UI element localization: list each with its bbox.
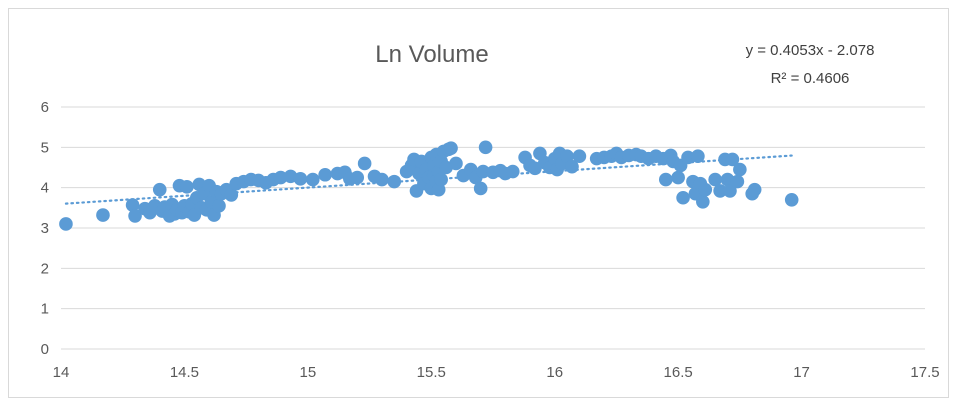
data-point	[128, 209, 142, 223]
data-point	[449, 156, 463, 171]
data-point	[565, 159, 579, 174]
data-point	[698, 182, 713, 197]
y-tick-label: 1	[41, 301, 49, 318]
data-point	[444, 141, 458, 155]
data-point	[733, 162, 747, 177]
data-point	[659, 172, 673, 187]
chart-area: 0 1 2 3 4 5 6 14 14.5 15 15.5 16 16.5 17 17.5 Ln Volum…	[8, 8, 949, 398]
data-point	[713, 184, 727, 198]
y-tick-label: 5	[41, 139, 49, 156]
data-point	[387, 174, 402, 189]
data-point	[305, 172, 320, 187]
x-tick-label: 14	[53, 364, 70, 381]
data-point	[357, 156, 372, 171]
data-point	[212, 199, 226, 213]
chart-title: Ln Volume	[375, 41, 488, 68]
scatter-chart: 0 1 2 3 4 5 6 14 14.5 15 15.5 16 16.5 17 17.5 Ln Volum…	[41, 41, 940, 381]
x-tick-label: 14.5	[170, 364, 199, 381]
trendline-r-squared: R² = 0.4606	[771, 70, 850, 87]
data-point	[747, 182, 762, 197]
data-point	[273, 170, 288, 185]
data-point	[350, 170, 365, 185]
data-point	[725, 152, 740, 167]
data-point	[681, 150, 695, 165]
x-tick-label: 17.5	[910, 364, 939, 381]
data-point	[96, 208, 110, 222]
trendline-equation: y = 0.4053x - 2.078	[746, 42, 875, 59]
x-tick-label: 16.5	[664, 364, 693, 381]
data-point	[723, 184, 737, 198]
x-tick-label: 16	[546, 364, 563, 381]
y-tick-label: 4	[41, 180, 49, 197]
y-tick-label: 6	[41, 99, 49, 116]
y-tick-label: 3	[41, 220, 49, 237]
data-point	[505, 164, 520, 179]
data-point	[152, 182, 167, 197]
data-point	[180, 180, 194, 194]
data-point	[560, 149, 574, 164]
data-point	[696, 194, 710, 209]
data-point	[730, 174, 745, 189]
y-tick-label: 2	[41, 260, 49, 277]
data-point	[784, 192, 799, 207]
data-point	[708, 172, 722, 187]
x-tick-label: 15.5	[417, 364, 446, 381]
data-point	[476, 164, 490, 179]
data-point	[59, 217, 73, 231]
data-point	[528, 161, 542, 176]
y-tick-label: 0	[41, 341, 49, 358]
data-point	[676, 190, 690, 205]
data-point	[318, 167, 332, 182]
data-point	[671, 170, 685, 185]
grid-lines	[61, 106, 925, 350]
data-point	[224, 188, 239, 202]
data-point	[691, 149, 705, 164]
x-tick-label: 17	[793, 364, 810, 381]
data-point	[572, 149, 587, 164]
data-point	[375, 172, 389, 187]
axis-ticks: 0 1 2 3 4 5 6 14 14.5 15 15.5 16 16.5 17 17.5	[41, 99, 940, 381]
data-points	[59, 140, 799, 231]
data-point	[125, 198, 140, 212]
data-point	[478, 140, 493, 155]
data-point	[473, 181, 488, 196]
data-point	[293, 171, 308, 186]
data-point	[434, 172, 448, 187]
x-tick-label: 15	[300, 364, 317, 381]
